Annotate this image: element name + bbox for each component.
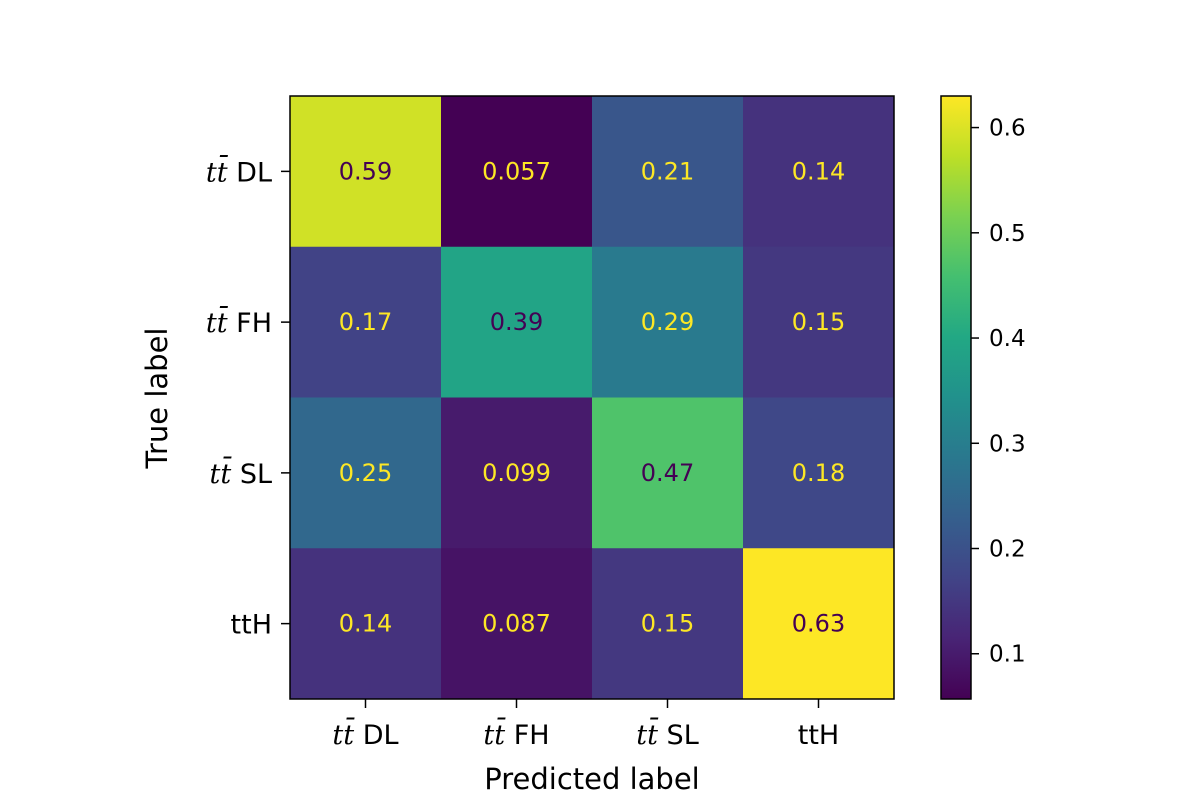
cell-value-label: 0.47 [641,459,694,487]
x-tick-label: tt̄ DL [332,716,398,751]
cell-value-labels: 0.59 0.057 0.21 0.14 0.17 0.39 0.29 0.15 0.25 0.0… [339,157,845,637]
heatmap-cell [743,96,895,248]
cell-value-label: 0.29 [641,308,694,336]
heatmap-cell [441,96,593,248]
heatmap-cell [743,548,895,700]
heatmap-cell [290,96,442,248]
cell-value-label: 0.59 [339,157,392,185]
cell-value-label: 0.15 [792,308,845,336]
cell-value-label: 0.39 [490,308,543,336]
heatmap-cell [592,397,744,549]
heatmap-cell [592,246,744,398]
x-tick-label: tt̄ FH [483,716,549,751]
colorbar: 0.1 0.2 0.3 0.4 0.5 0.6 [940,95,1026,700]
heatmap-cell [743,246,895,398]
cell-value-label: 0.14 [792,157,845,185]
heatmap-cells [290,96,895,700]
plot-frame [289,95,895,700]
colorbar-tick-label: 0.3 [989,431,1026,457]
heatmap-cell [290,548,442,700]
y-tick-label: tt̄ DL [206,154,272,189]
cell-value-label: 0.087 [482,610,551,638]
cell-value-label: 0.15 [641,610,694,638]
heatmap-cell [743,397,895,549]
cell-value-label: 0.21 [641,157,694,185]
cell-value-label: 0.14 [339,610,392,638]
colorbar-tick-label: 0.1 [989,642,1026,668]
heatmap-cell [441,246,593,398]
colorbar-gradient [940,95,972,700]
x-axis-label: Predicted label [484,762,700,796]
heatmap-cell [592,548,744,700]
y-tick-label: tt̄ FH [206,304,272,339]
cell-value-label: 0.057 [482,157,551,185]
x-tick-label: tt̄ SL [636,716,698,751]
heatmap-cell [290,397,442,549]
heatmap-cell [441,397,593,549]
colorbar-tick-label: 0.6 [989,116,1026,142]
cell-value-label: 0.099 [482,459,551,487]
colorbar-ticks: 0.1 0.2 0.3 0.4 0.5 0.6 [971,116,1026,668]
y-tick-label: ttH [231,610,272,641]
y-axis-label: True label [140,328,174,470]
heatmap-cell [441,548,593,700]
colorbar-tick-label: 0.4 [989,326,1026,352]
cell-value-label: 0.63 [792,610,845,638]
x-axis-ticks: tt̄ DL tt̄ FH tt̄ SL ttH [332,699,839,751]
heatmap-cell [290,246,442,398]
colorbar-tick-label: 0.2 [989,537,1026,563]
colorbar-tick-label: 0.5 [989,221,1026,247]
cell-value-label: 0.17 [339,308,392,336]
x-tick-label: ttH [798,720,839,751]
heatmap-cell [592,96,744,248]
cell-value-label: 0.25 [339,459,392,487]
cell-value-label: 0.18 [792,459,845,487]
y-tick-label: tt̄ SL [210,455,272,490]
y-axis-ticks: tt̄ DL tt̄ FH tt̄ SL ttH [206,154,290,641]
